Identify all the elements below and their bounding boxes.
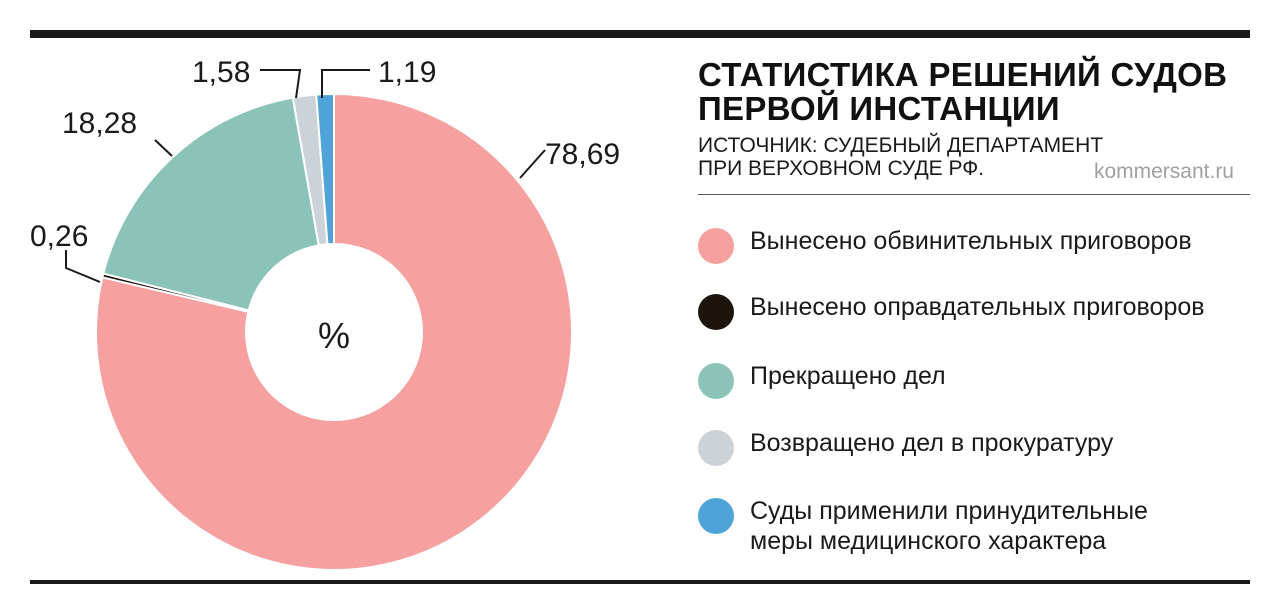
legend-item-returned: Возвращено дел в прокуратуру — [698, 428, 1220, 466]
slice-dismissed — [102, 96, 320, 312]
site-credit: kommersant.ru — [1093, 160, 1234, 183]
chart-title: СТАТИСТИКА РЕШЕНИЙ СУДОВ ПЕРВОЙ ИНСТАНЦИ… — [698, 56, 1228, 127]
top-rule — [30, 30, 1250, 38]
legend-swatch-medical — [698, 498, 734, 534]
donut-chart: % 78,69 0,26 18,28 1,58 1,19 — [30, 56, 620, 571]
leader-line-returned — [260, 69, 302, 99]
legend-item-guilty: Вынесено обвинительных приговоров — [698, 226, 1220, 264]
bottom-rule — [30, 580, 1250, 584]
legend-label-guilty: Вынесено обвинительных приговоров — [750, 227, 1192, 255]
legend-swatch-acquitted — [698, 294, 734, 330]
leader-line-medical — [321, 69, 370, 98]
legend-item-medical: Суды применили принудительные меры медиц… — [698, 496, 1220, 556]
panel-divider — [698, 194, 1250, 195]
source-note: ИСТОЧНИК: СУДЕБНЫЙ ДЕПАРТАМЕНТ ПРИ ВЕРХО… — [698, 134, 1104, 180]
value-label-dismissed: 18,28 — [62, 107, 137, 140]
legend-label-acquitted: Вынесено оправдательных приговоров — [750, 293, 1205, 321]
legend-item-acquitted: Вынесено оправдательных приговоров — [698, 292, 1220, 330]
leader-line-guilty — [519, 149, 546, 179]
legend-swatch-guilty — [698, 228, 734, 264]
slice-guilty — [95, 92, 573, 571]
legend-label-dismissed: Прекращено дел — [750, 362, 946, 390]
chart-center-label: % — [318, 315, 350, 356]
legend-label-returned: Возвращено дел в прокуратуру — [750, 429, 1114, 457]
legend-swatch-returned — [698, 430, 734, 466]
value-label-guilty: 78,69 — [545, 138, 620, 171]
chart-slices — [95, 92, 573, 571]
value-label-medical: 1,19 — [378, 56, 436, 89]
leader-line-acquitted — [65, 250, 101, 283]
info-panel: СТАТИСТИКА РЕШЕНИЙ СУДОВ ПЕРВОЙ ИНСТАНЦИ… — [698, 58, 1250, 195]
value-label-returned: 1,58 — [192, 56, 250, 89]
legend-label-medical: Суды применили принудительные меры медиц… — [750, 497, 1148, 555]
leader-lines — [65, 69, 546, 283]
value-label-acquitted: 0,26 — [30, 220, 88, 253]
leader-line-dismissed — [154, 139, 173, 157]
legend-swatch-dismissed — [698, 363, 734, 399]
source-block: ИСТОЧНИК: СУДЕБНЫЙ ДЕПАРТАМЕНТ ПРИ ВЕРХО… — [698, 134, 1250, 186]
legend-item-dismissed: Прекращено дел — [698, 361, 1220, 399]
